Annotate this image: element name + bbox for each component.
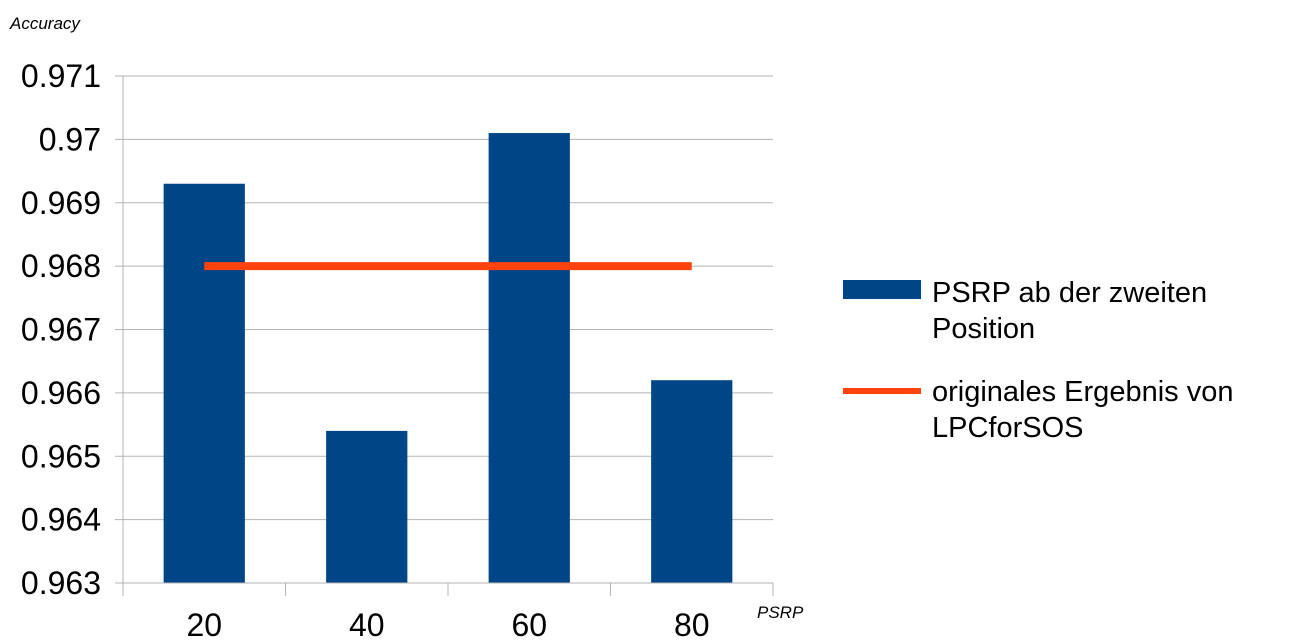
y-tick-label: 0.964 bbox=[21, 502, 101, 538]
x-tick-label: 20 bbox=[186, 607, 222, 640]
legend-swatch-bars bbox=[843, 280, 921, 299]
bars bbox=[163, 133, 733, 584]
x-tick-labels: 20 40 60 80 bbox=[186, 607, 709, 640]
y-tick-label: 0.971 bbox=[21, 58, 101, 94]
legend-label-bars: PSRP ab der zweiten bbox=[932, 277, 1207, 309]
bar-80 bbox=[651, 380, 733, 583]
legend-label-line: originales Ergebnis von bbox=[932, 376, 1233, 408]
x-tick-label: 60 bbox=[511, 607, 547, 640]
x-axis bbox=[122, 582, 774, 596]
y-tick-label: 0.965 bbox=[21, 438, 101, 474]
legend-label-bars: Position bbox=[932, 313, 1035, 345]
y-tick-label: 0.967 bbox=[21, 312, 101, 348]
y-tick-label: 0.969 bbox=[21, 185, 101, 221]
y-tick-label: 0.963 bbox=[21, 565, 101, 601]
y-tick-label: 0.97 bbox=[39, 121, 101, 157]
y-axis-title: Accuracy bbox=[9, 14, 81, 33]
y-tick-label: 0.966 bbox=[21, 375, 101, 411]
bar-60 bbox=[488, 133, 570, 583]
y-tick-labels: 0.963 0.964 0.965 0.966 0.967 0.968 0.969 0.97 0… bbox=[21, 58, 101, 601]
x-axis-title: PSRP bbox=[757, 603, 804, 622]
bar-20 bbox=[163, 183, 245, 584]
x-tick-label: 80 bbox=[674, 607, 710, 640]
legend: PSRP ab der zweiten Position originales Er… bbox=[843, 277, 1233, 444]
bar-40 bbox=[326, 430, 408, 583]
y-tick-label: 0.968 bbox=[21, 248, 101, 284]
legend-label-line: LPCforSOS bbox=[932, 412, 1084, 444]
x-tick-label: 40 bbox=[349, 607, 385, 640]
